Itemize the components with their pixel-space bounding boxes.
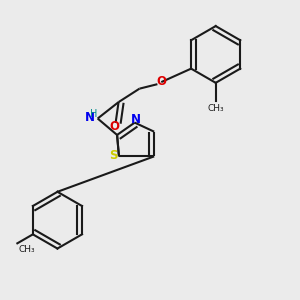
Text: S: S <box>110 149 118 162</box>
Text: H: H <box>90 109 98 119</box>
Text: CH₃: CH₃ <box>207 104 224 113</box>
Text: O: O <box>156 75 166 88</box>
Text: CH₃: CH₃ <box>19 245 35 254</box>
Text: N: N <box>85 111 95 124</box>
Text: N: N <box>131 112 141 125</box>
Text: O: O <box>109 120 119 133</box>
